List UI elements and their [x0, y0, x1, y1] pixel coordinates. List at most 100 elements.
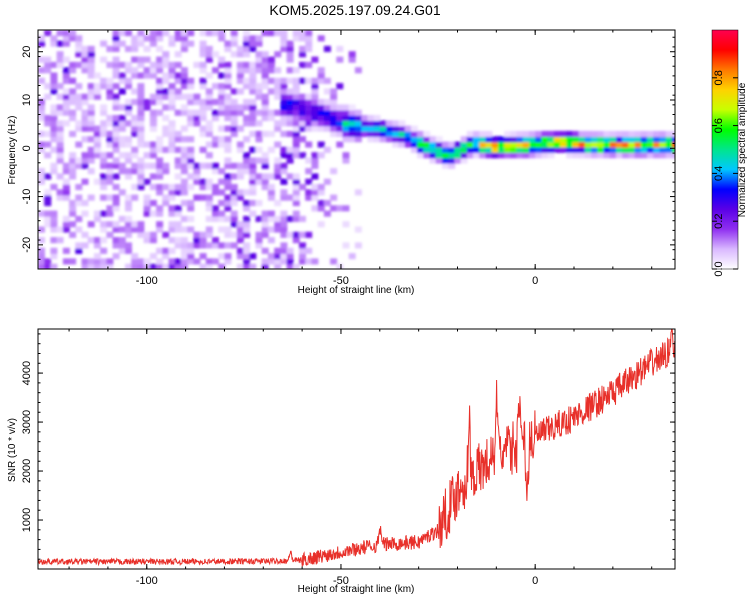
spectrogram-cell	[137, 72, 145, 79]
spectrogram-cell	[75, 200, 83, 207]
spectrogram-cell	[466, 136, 474, 143]
spectrogram-cell	[572, 141, 580, 148]
spectrogram-cell	[323, 125, 331, 132]
spectrogram-cell	[280, 130, 288, 137]
spectrogram-cell	[330, 99, 338, 106]
spectrogram-cell	[112, 226, 120, 233]
spectrogram-cell	[87, 67, 95, 74]
spectrogram-cell	[330, 104, 338, 111]
spectrogram-cell	[299, 30, 306, 37]
spectrogram-cell	[56, 194, 64, 201]
spectrogram-cell	[112, 253, 120, 260]
spectrogram-cell	[261, 231, 269, 238]
spectrogram-cell	[243, 242, 251, 249]
spectrogram-cell	[131, 263, 139, 269]
spectrogram-cell	[230, 242, 238, 249]
spectrogram-cell	[261, 173, 269, 180]
spectrogram-cell	[137, 130, 145, 137]
spectrogram-cell	[236, 253, 244, 260]
spectrogram-cell	[236, 189, 244, 196]
spectrogram-cell	[230, 215, 238, 222]
spectrogram-cell	[640, 146, 648, 153]
spectrogram-cell	[435, 146, 443, 153]
spectrogram-cell	[224, 115, 232, 122]
spectrogram-cell	[56, 226, 64, 233]
spectrogram-cell	[56, 237, 64, 244]
spectrogram-cell	[212, 215, 219, 222]
spectrogram-cell	[118, 189, 126, 196]
spectrogram-cell	[205, 242, 213, 249]
spectrogram-cell	[205, 72, 213, 79]
spectrogram-cell	[224, 61, 232, 68]
spectrogram-cell	[162, 253, 170, 260]
spectrogram-cell	[131, 72, 139, 79]
spectrogram-cell	[653, 141, 661, 148]
spectrogram-cell	[479, 136, 487, 143]
spectrogram-cell	[330, 125, 338, 132]
spectrogram-cell	[354, 67, 362, 74]
spectrogram-cell	[125, 200, 132, 207]
spectrogram-cell	[323, 99, 331, 106]
spectrogram-cell	[156, 210, 164, 217]
spectrogram-cell	[149, 61, 157, 68]
spectrogram-cell	[193, 242, 201, 249]
spectrogram-cell	[280, 215, 288, 222]
spectrogram-cell	[597, 141, 605, 148]
colorbar-label: Normalized spectral amplitude	[737, 82, 748, 217]
spectrogram-cell	[50, 210, 58, 217]
spectrogram-cell	[609, 152, 617, 159]
spectrogram-cell	[180, 168, 188, 175]
spectrogram-cell	[267, 115, 275, 122]
spectrogram-cell	[299, 247, 306, 254]
spectrogram-cell	[261, 263, 269, 269]
spectrogram-cell	[249, 120, 257, 127]
spectrogram-cell	[50, 146, 58, 153]
spectrogram-cell	[162, 72, 170, 79]
spectrogram-cell	[125, 231, 132, 238]
spectrogram-x-label: Height of straight line (km)	[298, 285, 415, 296]
colorbar-ticks: 0.0 0.2 0.4 0.6 0.8	[712, 70, 738, 277]
spectrogram-cell	[87, 258, 95, 265]
spectrogram-cell	[361, 130, 369, 137]
spectrogram-cell	[56, 130, 64, 137]
spectrogram-cell	[87, 115, 95, 122]
spectrogram-cell	[342, 120, 350, 127]
spectrogram-cell	[473, 141, 480, 148]
spectrogram-cell	[106, 231, 114, 238]
spectrogram-cell	[423, 130, 431, 137]
spectrogram-cell	[125, 168, 132, 175]
spectrogram-cell	[106, 93, 114, 100]
spectrogram-cell	[292, 210, 300, 217]
spectrogram-cell	[280, 221, 288, 228]
spectrogram-cell	[125, 194, 132, 201]
spectrogram-cell	[410, 136, 418, 143]
spectrogram-cell	[628, 136, 636, 143]
spectrogram-cell	[112, 115, 120, 122]
spectrogram-cell	[168, 247, 176, 254]
spectrogram-cell	[81, 56, 89, 63]
spectrogram-cell	[162, 184, 170, 191]
spectrogram-cell	[125, 215, 132, 222]
spectrogram-cell	[174, 189, 182, 196]
spectrogram-cell	[448, 141, 456, 148]
spectrogram-cell	[622, 146, 630, 153]
spectrogram-cell	[292, 237, 300, 244]
spectrogram-cell	[143, 104, 151, 111]
spectrogram-cell	[311, 109, 319, 116]
spectrogram-cell	[305, 141, 313, 148]
spectrogram-cell	[224, 178, 232, 185]
spectrogram-cell	[224, 200, 232, 207]
spectrogram-cell	[292, 120, 300, 127]
spectrogram-cell	[330, 258, 338, 265]
spectrogram-cell	[149, 162, 157, 169]
spectrogram-cell	[516, 152, 524, 159]
spectrogram-cell	[267, 215, 275, 222]
spectrogram-cell	[398, 125, 406, 132]
spectrogram-cell	[56, 125, 64, 132]
spectrogram-cell	[274, 168, 282, 175]
spectrogram-cell	[149, 141, 157, 148]
spectrogram-cell	[38, 40, 45, 47]
spectrogram-cell	[572, 152, 580, 159]
spectrogram-cell	[640, 141, 648, 148]
spectrogram-cell	[311, 88, 319, 95]
